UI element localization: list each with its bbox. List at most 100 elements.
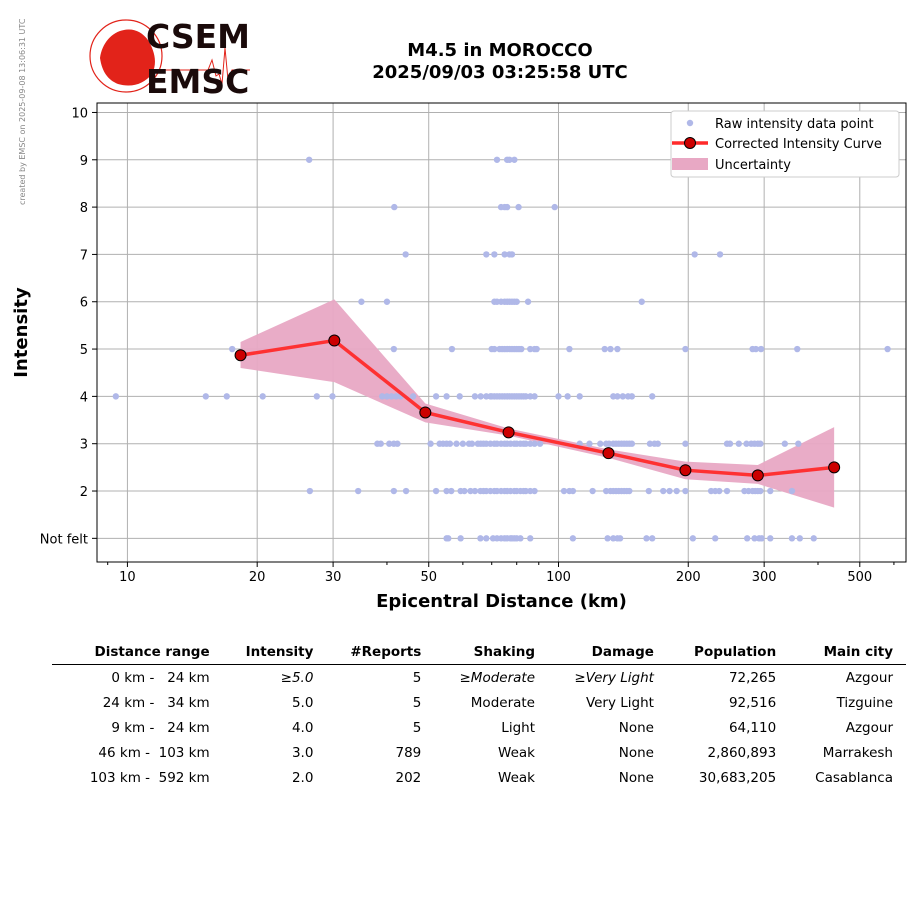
raw-data-point [796, 535, 804, 542]
raw-data-point [402, 487, 410, 495]
table-row: 0 km - 24 km ≥5.0 5 ≥Moderate ≥Very Light 72,… [52, 665, 906, 691]
raw-data-point [691, 251, 698, 258]
raw-data-point [607, 345, 614, 353]
raw-data-point [712, 535, 719, 542]
europe-map-icon [100, 29, 155, 86]
table-cell: 5.0 [291, 694, 314, 711]
raw-data-point [569, 535, 577, 542]
raw-data-point [112, 393, 120, 400]
raw-data-point [531, 440, 538, 447]
raw-data-point [735, 440, 743, 447]
raw-data-point [259, 393, 266, 400]
raw-data-point [390, 487, 398, 495]
raw-data-point [383, 298, 391, 305]
raw-data-point [402, 251, 409, 258]
column-header: Population [666, 640, 790, 665]
raw-data-point [409, 393, 417, 400]
uncertainty-band [240, 299, 835, 508]
column-header: #Reports [326, 640, 435, 665]
raw-data-point [536, 440, 544, 447]
raw-data-point [757, 487, 764, 495]
raw-data-point [483, 535, 490, 542]
legend-curve-label: Corrected Intensity Curve [715, 137, 882, 152]
raw-data-point [646, 440, 654, 447]
raw-data-point [524, 298, 532, 305]
table-cell: 5 [412, 694, 422, 711]
raw-data-point [628, 440, 636, 447]
raw-data-point [795, 440, 802, 447]
table-header: Distance range Intensity #Reports Shaking Da… [52, 640, 906, 665]
raw-data-point [443, 487, 450, 495]
raw-data-point [446, 440, 454, 447]
table-cell: 9 km - 24 km [111, 719, 210, 736]
table-cell: 46 km - 103 km [98, 744, 210, 761]
x-tick-label: 30 [325, 570, 342, 585]
raw-data-point [386, 440, 393, 447]
raw-data-point [726, 440, 734, 447]
y-tick-label: 8 [80, 201, 88, 216]
table-cell: Very Light [585, 694, 654, 711]
table-cell: Marrakesh [822, 744, 893, 761]
raw-data-point [884, 345, 891, 353]
raw-data-point [501, 251, 508, 258]
raw-data-point [666, 487, 673, 495]
y-axis-label: Intensity [11, 287, 32, 378]
table-cell: 92,516 [728, 694, 777, 711]
table-row: 9 km - 24 km 4.0 5 Light None 64,110 Azgour [52, 715, 906, 740]
column-header: Main city [789, 640, 906, 665]
column-header: Intensity [222, 640, 327, 665]
raw-data-point [527, 535, 534, 542]
raw-data-point [493, 156, 501, 163]
table-cell: Azgour [845, 669, 893, 686]
legend-raw-marker [686, 119, 694, 127]
raw-data-point [448, 487, 455, 495]
raw-data-point [518, 345, 525, 353]
raw-data-point [564, 393, 571, 400]
table-cell: ≥Very Light [574, 669, 654, 686]
raw-data-point [604, 535, 611, 542]
x-tick-label: 10 [119, 570, 136, 585]
raw-data-point [427, 440, 434, 447]
table-cell: Weak [498, 744, 535, 761]
table-cell: Light [501, 719, 535, 736]
curve-marker [502, 426, 515, 439]
raw-data-point [383, 393, 391, 400]
y-tick-label: 3 [80, 438, 88, 453]
seismogram-icon [160, 47, 250, 85]
raw-data-point [228, 345, 236, 353]
table-cell: 202 [395, 769, 422, 786]
raw-data-point [645, 487, 653, 495]
table-cell: 3.0 [291, 744, 314, 761]
legend-band-label: Uncertainty [715, 158, 791, 173]
emsc-logo: CSEM EMSC [89, 18, 250, 98]
table-cell: None [618, 769, 654, 786]
curve-marker [234, 349, 247, 362]
raw-data-point [391, 203, 398, 211]
raw-data-point [306, 487, 314, 495]
raw-data-point [432, 393, 440, 400]
raw-data-point [517, 535, 524, 542]
raw-data-point [379, 393, 386, 400]
raw-data-point [515, 203, 522, 211]
raw-data-point [723, 487, 731, 495]
table-cell: 24 km - 34 km [102, 694, 210, 711]
logo-csem: CSEM [146, 18, 250, 56]
table-cell: 4.0 [291, 719, 314, 736]
curve-marker [828, 461, 841, 474]
raw-data-point [202, 393, 210, 400]
raw-data-point [654, 440, 662, 447]
raw-data-point [788, 487, 796, 495]
curve-marker [602, 447, 615, 460]
raw-data-point [533, 345, 540, 353]
raw-data-point [767, 535, 774, 542]
raw-data-point [751, 535, 758, 542]
plot-frame [96, 102, 907, 563]
table-cell: 2,860,893 [707, 744, 777, 761]
table-cell: 789 [395, 744, 422, 761]
raw-data-point [597, 440, 604, 447]
raw-data-point [788, 535, 796, 542]
raw-data-point [649, 535, 656, 542]
raw-data-point [477, 393, 484, 400]
raw-data-point [638, 298, 645, 305]
raw-data-point [551, 203, 558, 211]
